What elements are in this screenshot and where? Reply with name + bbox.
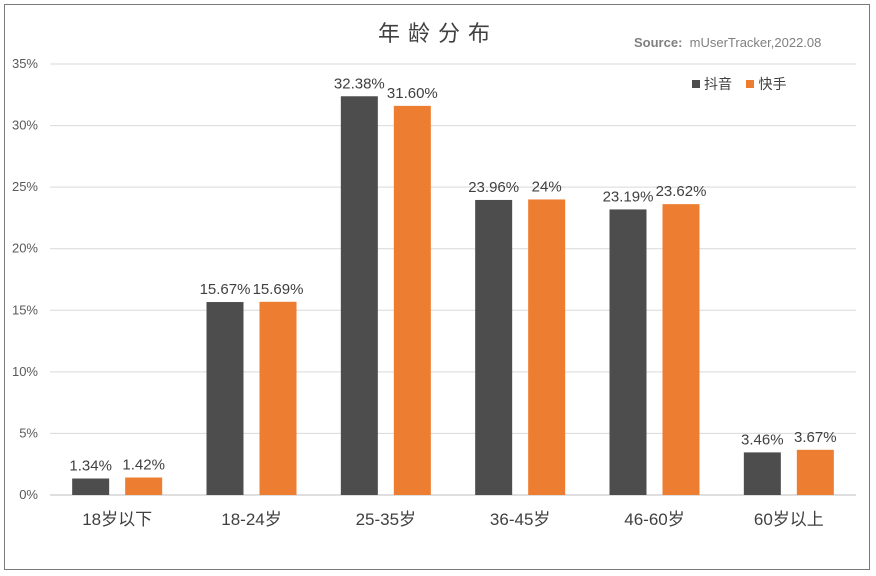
legend: 抖音 快手 — [692, 74, 796, 94]
source-label: Source: — [634, 35, 683, 50]
source-note: Source: mUserTracker,2022.08 — [634, 35, 821, 50]
legend-label-douyin: 抖音 — [704, 77, 732, 93]
legend-swatch-douyin — [692, 80, 700, 88]
legend-item-douyin: 抖音 — [692, 74, 732, 94]
legend-label-kuaishou: 快手 — [758, 77, 787, 93]
chart-frame — [4, 4, 870, 570]
legend-item-kuaishou: 快手 — [746, 74, 786, 94]
chart-title: 年龄分布 — [377, 22, 498, 47]
legend-swatch-kuaishou — [746, 80, 755, 88]
source-text: mUserTracker,2022.08 — [689, 35, 822, 50]
